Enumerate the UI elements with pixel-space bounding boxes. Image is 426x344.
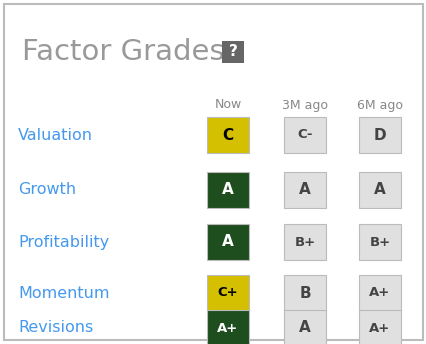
Text: ?: ? (228, 44, 237, 60)
Text: D: D (373, 128, 386, 142)
Text: 3M ago: 3M ago (281, 98, 327, 111)
Text: A: A (299, 183, 310, 197)
Text: A: A (373, 183, 385, 197)
FancyBboxPatch shape (283, 310, 325, 344)
FancyBboxPatch shape (358, 172, 400, 208)
FancyBboxPatch shape (207, 117, 248, 153)
Text: A: A (222, 235, 233, 249)
Text: C-: C- (296, 129, 312, 141)
FancyBboxPatch shape (222, 41, 243, 63)
Text: A+: A+ (217, 322, 238, 334)
FancyBboxPatch shape (283, 172, 325, 208)
FancyBboxPatch shape (207, 224, 248, 260)
Text: A: A (222, 183, 233, 197)
Text: C: C (222, 128, 233, 142)
Text: Momentum: Momentum (18, 286, 109, 301)
FancyBboxPatch shape (207, 172, 248, 208)
Text: B: B (299, 286, 310, 301)
Text: 6M ago: 6M ago (356, 98, 402, 111)
FancyBboxPatch shape (283, 117, 325, 153)
Text: A+: A+ (368, 287, 390, 300)
FancyBboxPatch shape (358, 117, 400, 153)
Text: A+: A+ (368, 322, 390, 334)
FancyBboxPatch shape (283, 224, 325, 260)
FancyBboxPatch shape (207, 310, 248, 344)
Text: B+: B+ (368, 236, 390, 248)
Text: Now: Now (214, 98, 241, 111)
Text: Profitability: Profitability (18, 235, 109, 249)
FancyBboxPatch shape (358, 224, 400, 260)
FancyBboxPatch shape (358, 275, 400, 311)
Text: A: A (299, 321, 310, 335)
Text: B+: B+ (294, 236, 315, 248)
FancyBboxPatch shape (283, 275, 325, 311)
Text: Growth: Growth (18, 183, 76, 197)
Text: C+: C+ (217, 287, 238, 300)
Text: Valuation: Valuation (18, 128, 93, 142)
Text: Factor Grades: Factor Grades (22, 38, 224, 66)
FancyBboxPatch shape (358, 310, 400, 344)
Text: Revisions: Revisions (18, 321, 93, 335)
FancyBboxPatch shape (4, 4, 422, 340)
FancyBboxPatch shape (207, 275, 248, 311)
